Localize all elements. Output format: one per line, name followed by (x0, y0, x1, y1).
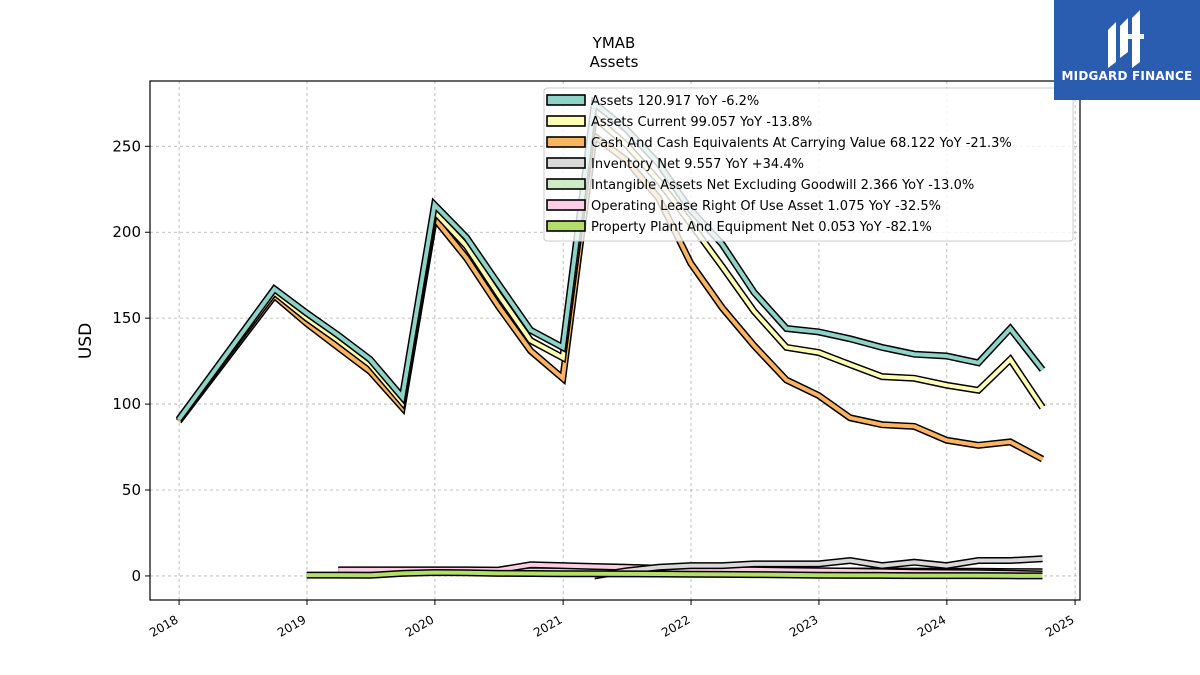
y-tick-label: 0 (131, 567, 141, 585)
x-tick-label: 2025 (1043, 612, 1076, 639)
legend-label: Inventory Net 9.557 YoY +34.4% (591, 157, 804, 172)
y-tick-label: 250 (112, 137, 141, 155)
legend-box (543, 87, 1074, 242)
legend-swatch (546, 199, 586, 211)
y-tick-label: 100 (112, 395, 141, 413)
chart-title: YMAB (592, 34, 636, 52)
y-tick-label: 150 (112, 309, 141, 327)
series-line (306, 568, 1043, 580)
series-line (593, 555, 1043, 580)
legend-label: Operating Lease Right Of Use Asset 1.075… (591, 199, 941, 214)
series-layer (175, 96, 1046, 580)
legend-label: Cash And Cash Equivalents At Carrying Va… (591, 136, 1012, 151)
legend-label: Property Plant And Equipment Net 0.053 Y… (591, 220, 932, 235)
series-line-stroke (593, 556, 1043, 578)
legend-swatch (546, 157, 586, 169)
brand-name: MIDGARD FINANCE (1061, 69, 1193, 83)
y-axis-label: USD (76, 323, 96, 359)
legend-swatch (546, 94, 586, 106)
legend-label: Assets Current 99.057 YoY -13.8% (591, 115, 812, 130)
x-tick-label: 2024 (915, 612, 948, 639)
x-tick-label: 2022 (659, 612, 692, 639)
legend-swatch (546, 178, 586, 190)
legend-label: Assets 120.917 YoY -6.2% (591, 94, 759, 109)
chart-subtitle: Assets (590, 53, 639, 71)
x-tick-label: 2021 (531, 612, 564, 639)
x-tick-label: 2023 (787, 612, 820, 639)
legend-swatch (546, 220, 586, 232)
legend: Assets 120.917 YoY -6.2% Assets Current 9… (543, 87, 1074, 242)
axis-ticks: 2018 2019 2020 2021 2022 2023 2024 2025 0 50 100 15… (112, 137, 1076, 640)
series-line-stroke (306, 570, 1043, 578)
legend-label: Intangible Assets Net Excluding Goodwill… (591, 178, 974, 193)
midgard-logo-icon (1108, 10, 1144, 68)
legend-swatch (546, 136, 586, 148)
plot-frame (149, 80, 1081, 601)
x-tick-label: 2018 (147, 612, 180, 639)
brand-logo: MIDGARD FINANCE (1054, 0, 1200, 100)
y-tick-label: 50 (122, 481, 141, 499)
x-tick-label: 2019 (275, 612, 308, 639)
y-tick-label: 200 (112, 223, 141, 241)
legend-swatch (546, 115, 586, 127)
x-tick-label: 2020 (403, 612, 436, 639)
